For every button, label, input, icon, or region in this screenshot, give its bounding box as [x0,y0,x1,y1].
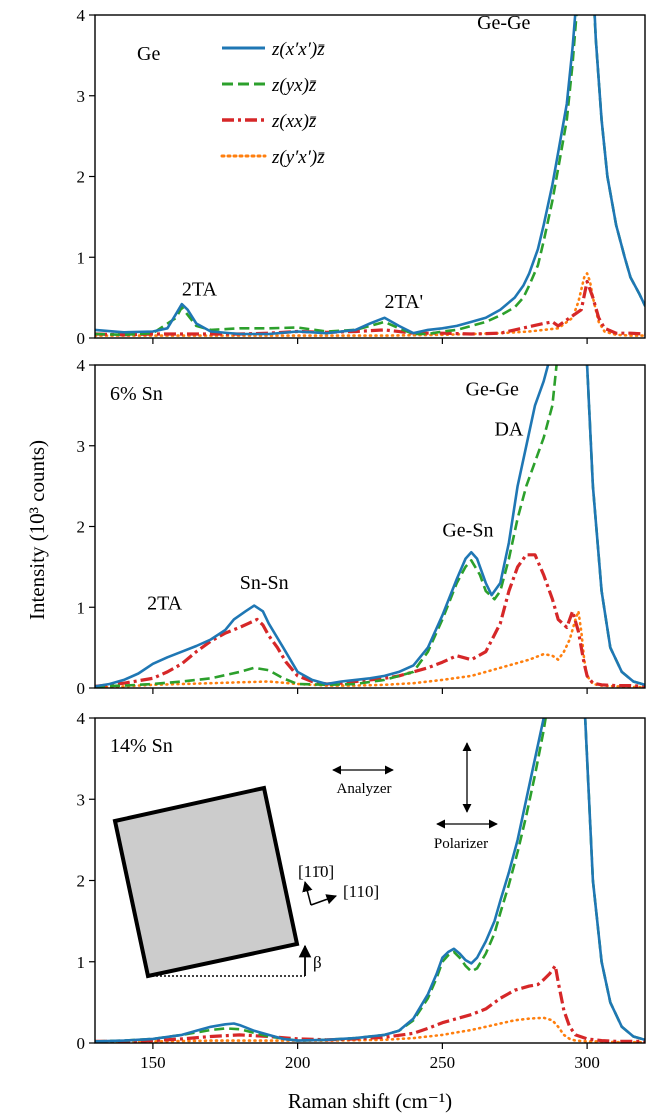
series-line-yx [95,718,645,1043]
y-tick-label: 1 [77,953,86,972]
polarizer-label: Polarizer [434,836,488,852]
series-line-xx [95,964,645,1043]
plot-frame [94,364,646,689]
y-tick-label: 4 [77,709,86,728]
x-axis-title: Raman shift (cm⁻¹) [288,1089,452,1113]
sample-square [112,785,300,979]
y-tick-label: 2 [77,518,86,537]
y-tick-label: 3 [77,437,86,456]
series-group [95,15,645,337]
analyzer-label: Analyzer [337,781,392,797]
y-tick-label: 3 [77,790,86,809]
panel-6pct-sn: 0 1 2 3 4 6% Sn 2TA Sn-Sn Ge-Sn DA Ge-Ge [77,356,646,698]
peak-annotation: Ge-Ge [466,378,519,400]
y-tick-label: 2 [77,872,86,891]
x-tick-label: 150 [140,1053,166,1072]
y-tick-label: 0 [77,1034,86,1053]
legend-label-x-prime-x-prime: z(x′x′)z̄ [271,39,325,60]
y-tick-label: 4 [77,356,86,375]
series-line-xx [95,553,645,688]
series-group [95,365,645,688]
series-line-yx [95,365,645,688]
y-tick-label: 3 [77,87,86,106]
series-line-x-prime-x-prime [95,15,645,336]
dir-1-label: [11̄0] [298,862,334,881]
dir-2-arrow [310,894,337,906]
peak-annotation: DA [494,419,523,441]
peak-annotation: Sn-Sn [240,572,289,594]
legend-label-y-prime-x-prime: z(y′x′)z̄ [271,147,325,168]
x-tick-label: 250 [430,1053,456,1072]
peak-annotation: Ge-Ge [477,12,530,34]
x-tick-label: 300 [574,1053,600,1072]
peak-annotation: 2TA [182,279,218,301]
dir-1-arrow [302,880,313,906]
y-tick-label: 0 [77,329,86,348]
panel-label: 6% Sn [110,383,163,405]
series-line-x-prime-x-prime [95,365,645,688]
series-line-xx [95,279,645,337]
y-axis-title: Intensity (10³ counts) [25,440,49,620]
panel-ge: 0 1 2 3 4 Ge 2TA 2TA' Ge-Ge [77,6,646,348]
y-tick-label: 0 [77,679,86,698]
peak-annotation: 2TA [147,592,183,614]
panel-label: 14% Sn [110,735,173,757]
beta-label: β [313,953,322,972]
series-line-x-prime-x-prime [95,718,645,1043]
peak-annotation: Ge-Sn [442,520,493,542]
y-tick-label: 2 [77,168,86,187]
peak-annotation: 2TA' [384,291,423,313]
x-tick-label: 200 [285,1053,311,1072]
y-tick-label: 1 [77,248,86,267]
series-line-y-prime-x-prime [95,610,645,688]
series-group [95,718,645,1043]
legend-label-yx: z(yx)z̄ [271,75,317,96]
dir-2-label: [110] [343,882,379,901]
series-line-y-prime-x-prime [95,1016,645,1043]
legend-label-xx: z(xx)z̄ [271,111,317,132]
y-tick-label: 4 [77,6,86,25]
legend: z(x′x′)z̄ z(yx)z̄ z(xx)z̄ z(y′x′)z̄ [220,39,325,168]
orientation-inset: β [11̄0] [110] Analyzer Polarizer [112,742,498,979]
plot-frame [94,14,646,339]
y-tick-label: 1 [77,598,86,617]
series-line-yx [95,15,645,337]
panel-14pct-sn: 150 200 250 300 0 1 2 3 4 14% Sn [77,709,646,1072]
panel-label: Ge [137,43,160,65]
series-line-y-prime-x-prime [95,272,645,337]
